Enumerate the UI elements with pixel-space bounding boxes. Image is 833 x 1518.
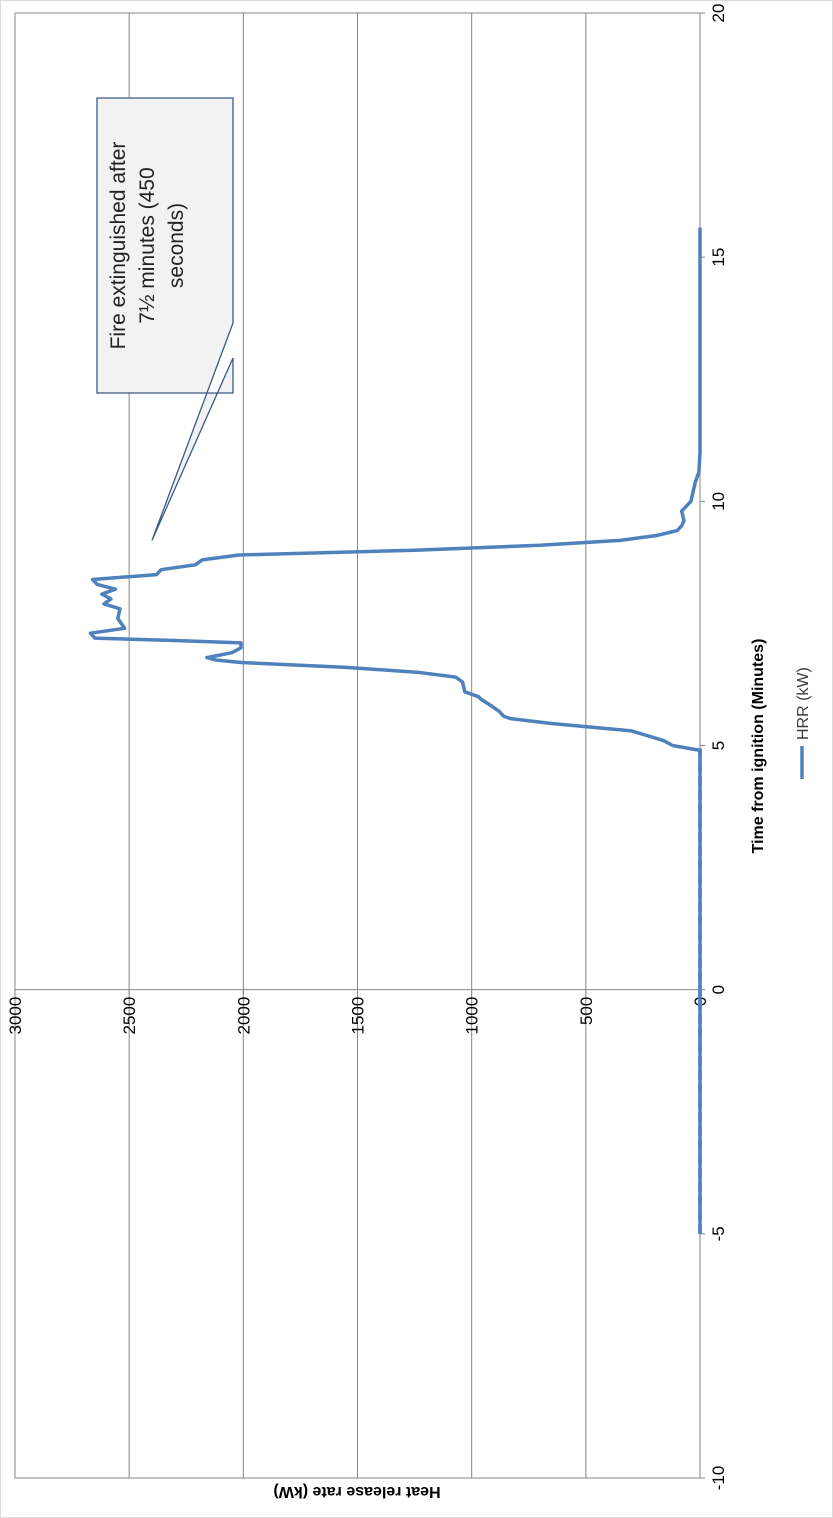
data-point xyxy=(96,583,99,586)
data-point xyxy=(413,549,416,552)
data-point xyxy=(215,659,217,661)
x-axis-title: Time from ignition (Minutes) xyxy=(750,639,767,854)
data-point xyxy=(502,715,505,718)
data-point xyxy=(619,539,621,542)
x-tick-label: 15 xyxy=(709,248,728,267)
data-point xyxy=(655,534,658,537)
data-point xyxy=(454,676,457,678)
data-point xyxy=(698,471,700,473)
data-point xyxy=(461,681,464,683)
data-point xyxy=(477,695,480,698)
x-tick-label: -10 xyxy=(709,1466,728,1491)
data-point xyxy=(116,617,119,620)
y-axis-title: Heat release rate (kW) xyxy=(273,1483,440,1500)
data-point xyxy=(416,671,418,674)
data-point xyxy=(114,588,117,591)
data-point xyxy=(699,749,701,752)
annotation-layer: Fire extinguished after 7½ minutes (450 se… xyxy=(96,97,234,541)
data-point xyxy=(498,710,501,713)
data-point xyxy=(91,578,94,581)
data-point xyxy=(683,520,685,522)
callout-line: Fire extinguished after xyxy=(107,142,130,350)
data-point xyxy=(692,490,694,493)
series-layer xyxy=(88,227,702,1235)
x-tick-label: 0 xyxy=(709,985,728,994)
x-tick-label: 10 xyxy=(709,492,728,511)
x-tick-label: -5 xyxy=(709,1226,728,1241)
data-point xyxy=(345,666,348,669)
data-point xyxy=(550,722,553,725)
y-tick-label: 3000 xyxy=(6,997,25,1035)
data-point xyxy=(123,627,126,630)
y-tick-label: 2000 xyxy=(234,997,253,1035)
data-point xyxy=(671,744,674,747)
data-point xyxy=(201,559,204,561)
data-point xyxy=(240,661,242,664)
data-point xyxy=(699,227,701,229)
y-tick-label: 1000 xyxy=(463,997,482,1035)
data-point xyxy=(699,353,701,356)
data-point xyxy=(680,524,683,527)
callout-box xyxy=(96,97,234,541)
y-tick-label: 500 xyxy=(577,997,596,1025)
legend: HRR (kW) xyxy=(795,667,812,779)
y-tick-label: 1500 xyxy=(349,997,368,1035)
data-point xyxy=(699,891,701,893)
x-tick-labels: -10 -5 0 5 10 15 20 xyxy=(700,4,728,1491)
callout-line: 7½ minutes (450 xyxy=(136,167,159,323)
data-point xyxy=(240,642,242,644)
data-point xyxy=(699,793,701,796)
data-point xyxy=(699,988,701,991)
legend-label: HRR (kW) xyxy=(795,667,812,740)
data-point xyxy=(694,480,697,483)
data-point xyxy=(119,607,121,610)
data-point xyxy=(699,1232,701,1235)
y-tick-label: 2500 xyxy=(120,997,139,1035)
data-point xyxy=(539,544,542,547)
data-point xyxy=(690,500,692,503)
data-point xyxy=(630,730,633,732)
data-point xyxy=(160,568,163,571)
data-point xyxy=(89,632,92,635)
x-tick-label: 20 xyxy=(709,4,728,23)
data-point xyxy=(110,598,112,600)
data-point xyxy=(231,651,233,654)
data-point xyxy=(155,573,158,576)
x-tick-label: 5 xyxy=(709,741,728,750)
callout-line: seconds) xyxy=(165,203,188,288)
data-point xyxy=(103,603,105,605)
data-point xyxy=(463,690,466,693)
data-point xyxy=(662,739,665,742)
data-point xyxy=(509,717,512,720)
data-point xyxy=(699,451,701,454)
data-point xyxy=(491,705,494,708)
data-point xyxy=(205,656,208,659)
data-point xyxy=(100,593,103,595)
data-point xyxy=(194,563,197,566)
data-point xyxy=(479,698,482,700)
data-point xyxy=(680,510,683,512)
data-point xyxy=(240,646,242,649)
data-point xyxy=(173,639,176,642)
data-point xyxy=(237,554,240,556)
data-point xyxy=(676,529,679,532)
data-point xyxy=(94,637,96,639)
data-point xyxy=(699,1086,701,1089)
